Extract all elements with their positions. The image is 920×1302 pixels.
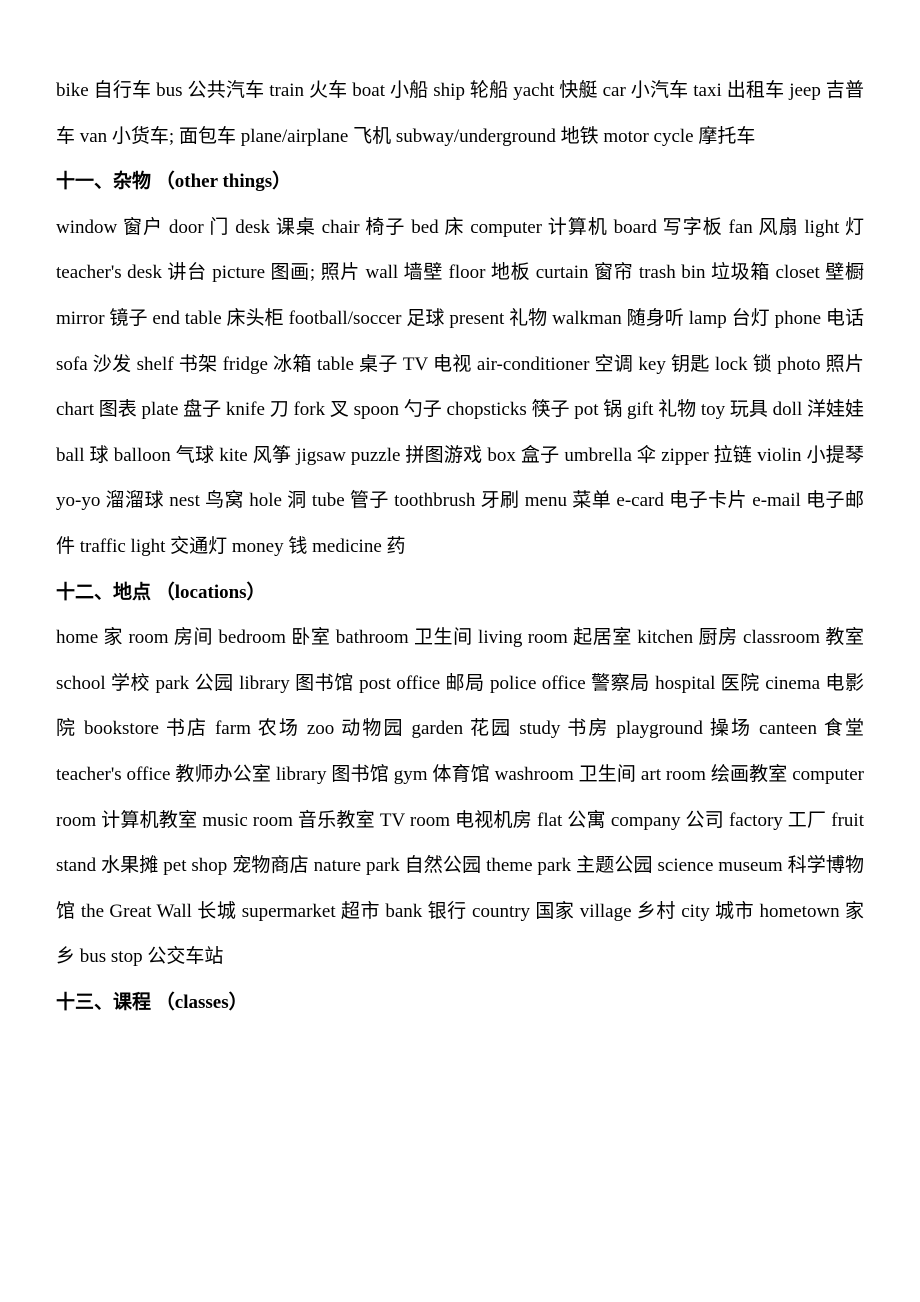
section-title-12: 十二、地点 （locations） bbox=[56, 570, 864, 616]
section-en-name: （other things） bbox=[156, 171, 291, 192]
intro-vocab-block: bike 自行车 bus 公共汽车 train 火车 boat 小船 ship … bbox=[56, 68, 864, 159]
section-number: 十一、 bbox=[56, 171, 113, 192]
section-en-name: （locations） bbox=[156, 582, 266, 603]
section-en-name: （classes） bbox=[156, 992, 248, 1013]
section-11-vocab: window 窗户 door 门 desk 课桌 chair 椅子 bed 床 … bbox=[56, 205, 864, 570]
section-number: 十三、 bbox=[56, 992, 113, 1013]
section-cn-name: 杂物 bbox=[113, 171, 156, 192]
section-12-vocab: home 家 room 房间 bedroom 卧室 bathroom 卫生间 l… bbox=[56, 615, 864, 980]
section-number: 十二、 bbox=[56, 582, 113, 603]
section-title-11: 十一、杂物 （other things） bbox=[56, 159, 864, 205]
section-cn-name: 课程 bbox=[113, 992, 156, 1013]
section-title-13: 十三、课程 （classes） bbox=[56, 980, 864, 1026]
section-cn-name: 地点 bbox=[113, 582, 156, 603]
